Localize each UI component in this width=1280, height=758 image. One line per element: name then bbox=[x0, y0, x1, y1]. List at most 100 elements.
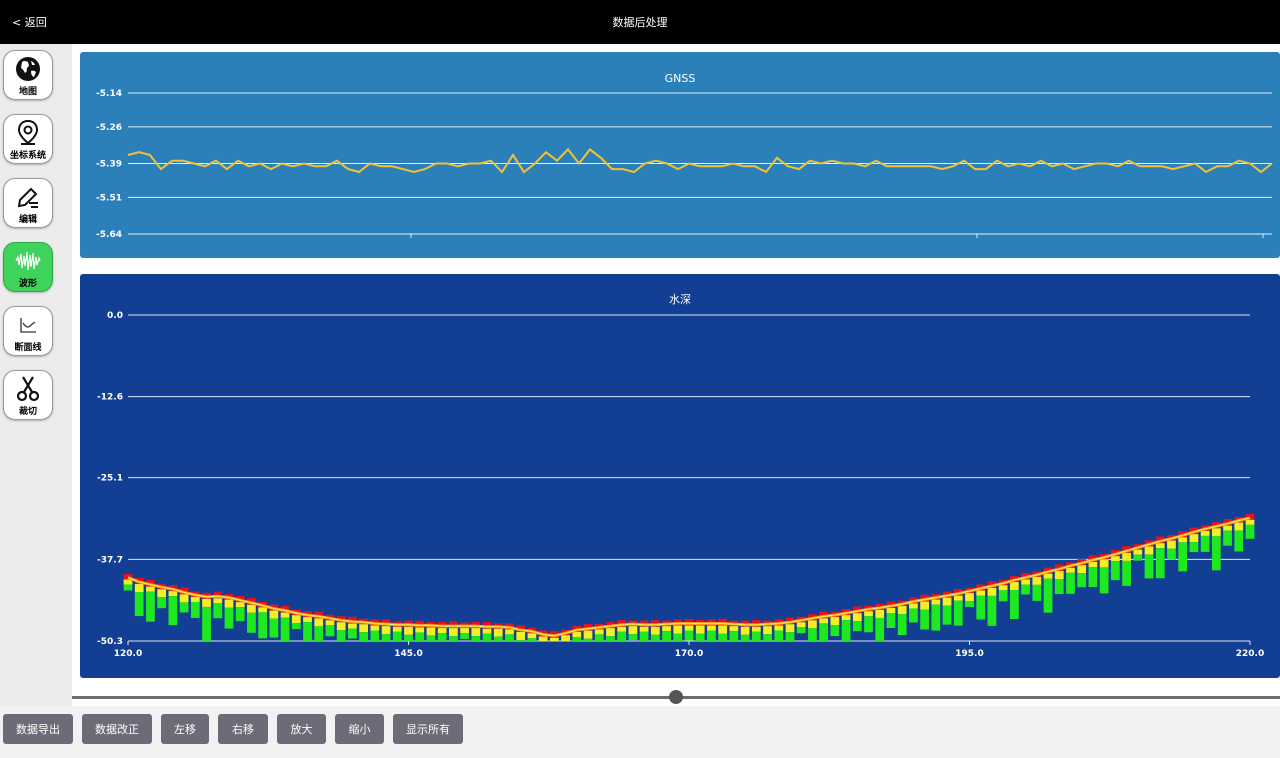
gnss-chart-panel: GNSS -5.14 -5.26 -5.39 -5.51 -5.64 bbox=[80, 52, 1280, 258]
correct-data-button[interactable]: 数据改正 bbox=[82, 714, 152, 744]
waveform-icon bbox=[13, 246, 43, 276]
sounding-bar-green bbox=[628, 634, 638, 641]
map-pin-icon bbox=[13, 118, 43, 148]
sounding-bar-yellow bbox=[392, 626, 402, 632]
sounding-bar-green bbox=[1088, 566, 1098, 587]
section-chart-icon bbox=[13, 310, 43, 340]
sounding-bar-yellow bbox=[1234, 522, 1244, 531]
sounding-bar-green bbox=[1021, 584, 1030, 595]
sounding-bar-yellow bbox=[224, 599, 234, 608]
sounding-bar-green bbox=[449, 636, 458, 641]
x-tick-label: 170.0 bbox=[675, 649, 703, 659]
sounding-bar-green bbox=[594, 634, 604, 641]
export-data-button[interactable]: 数据导出 bbox=[3, 714, 73, 744]
sounding-bar-green bbox=[1099, 567, 1109, 594]
sidebar-item-label: 裁切 bbox=[18, 407, 37, 417]
depth-chart[interactable]: 水深 0.0 -12.6 -25.1 -37.7 -50.3 120.0 145.0 170.0… bbox=[80, 274, 1280, 678]
sounding-bar-green bbox=[673, 633, 683, 641]
sidebar-item-waveform[interactable]: 波形 bbox=[3, 242, 53, 292]
sounding-bar-green bbox=[718, 633, 728, 641]
sounding-bar-yellow bbox=[269, 610, 279, 619]
sidebar-item-map[interactable]: 地图 bbox=[3, 50, 53, 100]
sounding-bar-yellow bbox=[875, 609, 885, 618]
sounding-bar-yellow bbox=[325, 620, 335, 626]
back-button[interactable]: < 返回 bbox=[12, 16, 47, 29]
sounding-bar-green bbox=[123, 584, 133, 591]
sounding-bar-yellow bbox=[751, 626, 761, 632]
sounding-bar-yellow bbox=[617, 626, 627, 632]
sounding-bar-yellow bbox=[1144, 546, 1154, 555]
sounding-bar-yellow bbox=[763, 626, 772, 635]
sounding-bar-green bbox=[348, 628, 357, 639]
sounding-bar-green bbox=[224, 607, 234, 629]
sounding-bar-yellow bbox=[819, 618, 829, 624]
sounding-bar-yellow bbox=[1200, 530, 1210, 536]
sounding-bar-green bbox=[426, 635, 436, 641]
sounding-bar-yellow bbox=[258, 607, 268, 613]
sounding-bar-green bbox=[662, 631, 671, 641]
sounding-bar-yellow bbox=[437, 628, 447, 634]
sounding-bar-yellow bbox=[1054, 571, 1064, 580]
sounding-bar-yellow bbox=[157, 589, 167, 598]
sounding-bar-yellow bbox=[123, 579, 133, 585]
sounding-bar-green bbox=[1167, 548, 1176, 560]
sounding-bar-green bbox=[763, 634, 772, 641]
move-left-button[interactable]: 左移 bbox=[161, 714, 209, 744]
sounding-bar-yellow bbox=[505, 629, 514, 635]
sounding-bar-yellow bbox=[841, 615, 851, 621]
sidebar-item-label: 地图 bbox=[18, 87, 37, 97]
position-slider-thumb[interactable] bbox=[669, 690, 683, 704]
move-right-button[interactable]: 右移 bbox=[218, 714, 268, 744]
sounding-bar-yellow bbox=[1167, 540, 1176, 549]
sounding-bar-yellow bbox=[449, 628, 458, 637]
sounding-bar-green bbox=[404, 634, 413, 641]
sounding-bar-yellow bbox=[796, 622, 806, 628]
sounding-bar-yellow bbox=[1122, 552, 1131, 561]
sounding-bar-yellow bbox=[291, 615, 301, 624]
sidebar-item-clip[interactable]: 裁切 bbox=[3, 370, 53, 420]
sounding-bar-green bbox=[527, 638, 537, 641]
zoom-out-button[interactable]: 缩小 bbox=[335, 714, 384, 744]
sidebar-item-edit[interactable]: 编辑 bbox=[3, 178, 53, 228]
sounding-bar-yellow bbox=[1021, 579, 1030, 585]
sounding-bar-yellow bbox=[404, 626, 413, 635]
sounding-bar-green bbox=[976, 595, 986, 620]
chart-title: GNSS bbox=[665, 72, 696, 85]
sidebar-item-section-line[interactable]: 断面线 bbox=[3, 306, 53, 356]
sounding-bar-green bbox=[808, 628, 817, 641]
sounding-bar-yellow bbox=[594, 629, 604, 635]
sounding-bar-green bbox=[583, 638, 593, 641]
sounding-bar-green bbox=[1110, 561, 1120, 581]
sounding-bar-yellow bbox=[359, 624, 368, 633]
sidebar-item-coordinate-system[interactable]: 坐标系统 bbox=[3, 114, 53, 164]
sounding-bar-green bbox=[1077, 573, 1087, 588]
y-tick-label: -50.3 bbox=[97, 637, 123, 647]
sounding-bar-yellow bbox=[830, 617, 840, 626]
gnss-chart[interactable]: GNSS -5.14 -5.26 -5.39 -5.51 -5.64 bbox=[80, 52, 1280, 258]
sounding-bar-yellow bbox=[527, 633, 537, 639]
sounding-bar-green bbox=[505, 634, 514, 641]
sounding-bar-yellow bbox=[897, 606, 907, 615]
sounding-bar-green bbox=[740, 634, 750, 641]
sounding-bar-green bbox=[460, 633, 469, 640]
sounding-bar-yellow bbox=[740, 626, 750, 635]
sounding-bar-green bbox=[235, 607, 245, 622]
edit-icon bbox=[13, 182, 43, 212]
sounding-bar-green bbox=[157, 597, 167, 609]
sounding-bar-yellow bbox=[684, 625, 694, 631]
sounding-bar-green bbox=[909, 608, 918, 623]
zoom-in-button[interactable]: 放大 bbox=[277, 714, 326, 744]
sounding-bar-green bbox=[864, 616, 873, 633]
sounding-bar-yellow bbox=[134, 584, 144, 593]
sounding-bar-green bbox=[392, 631, 402, 641]
sounding-bar-yellow bbox=[482, 628, 492, 634]
show-all-button[interactable]: 显示所有 bbox=[393, 714, 463, 744]
sounding-bar-yellow bbox=[1223, 525, 1232, 531]
sounding-bar-green bbox=[1032, 584, 1042, 601]
y-tick-label: -5.51 bbox=[96, 193, 122, 203]
sounding-bar-yellow bbox=[606, 628, 615, 637]
sounding-bar-red bbox=[1245, 513, 1255, 520]
sounding-bar-yellow bbox=[718, 625, 728, 634]
y-tick-label: -5.14 bbox=[96, 89, 122, 99]
sounding-bar-red bbox=[123, 573, 133, 580]
